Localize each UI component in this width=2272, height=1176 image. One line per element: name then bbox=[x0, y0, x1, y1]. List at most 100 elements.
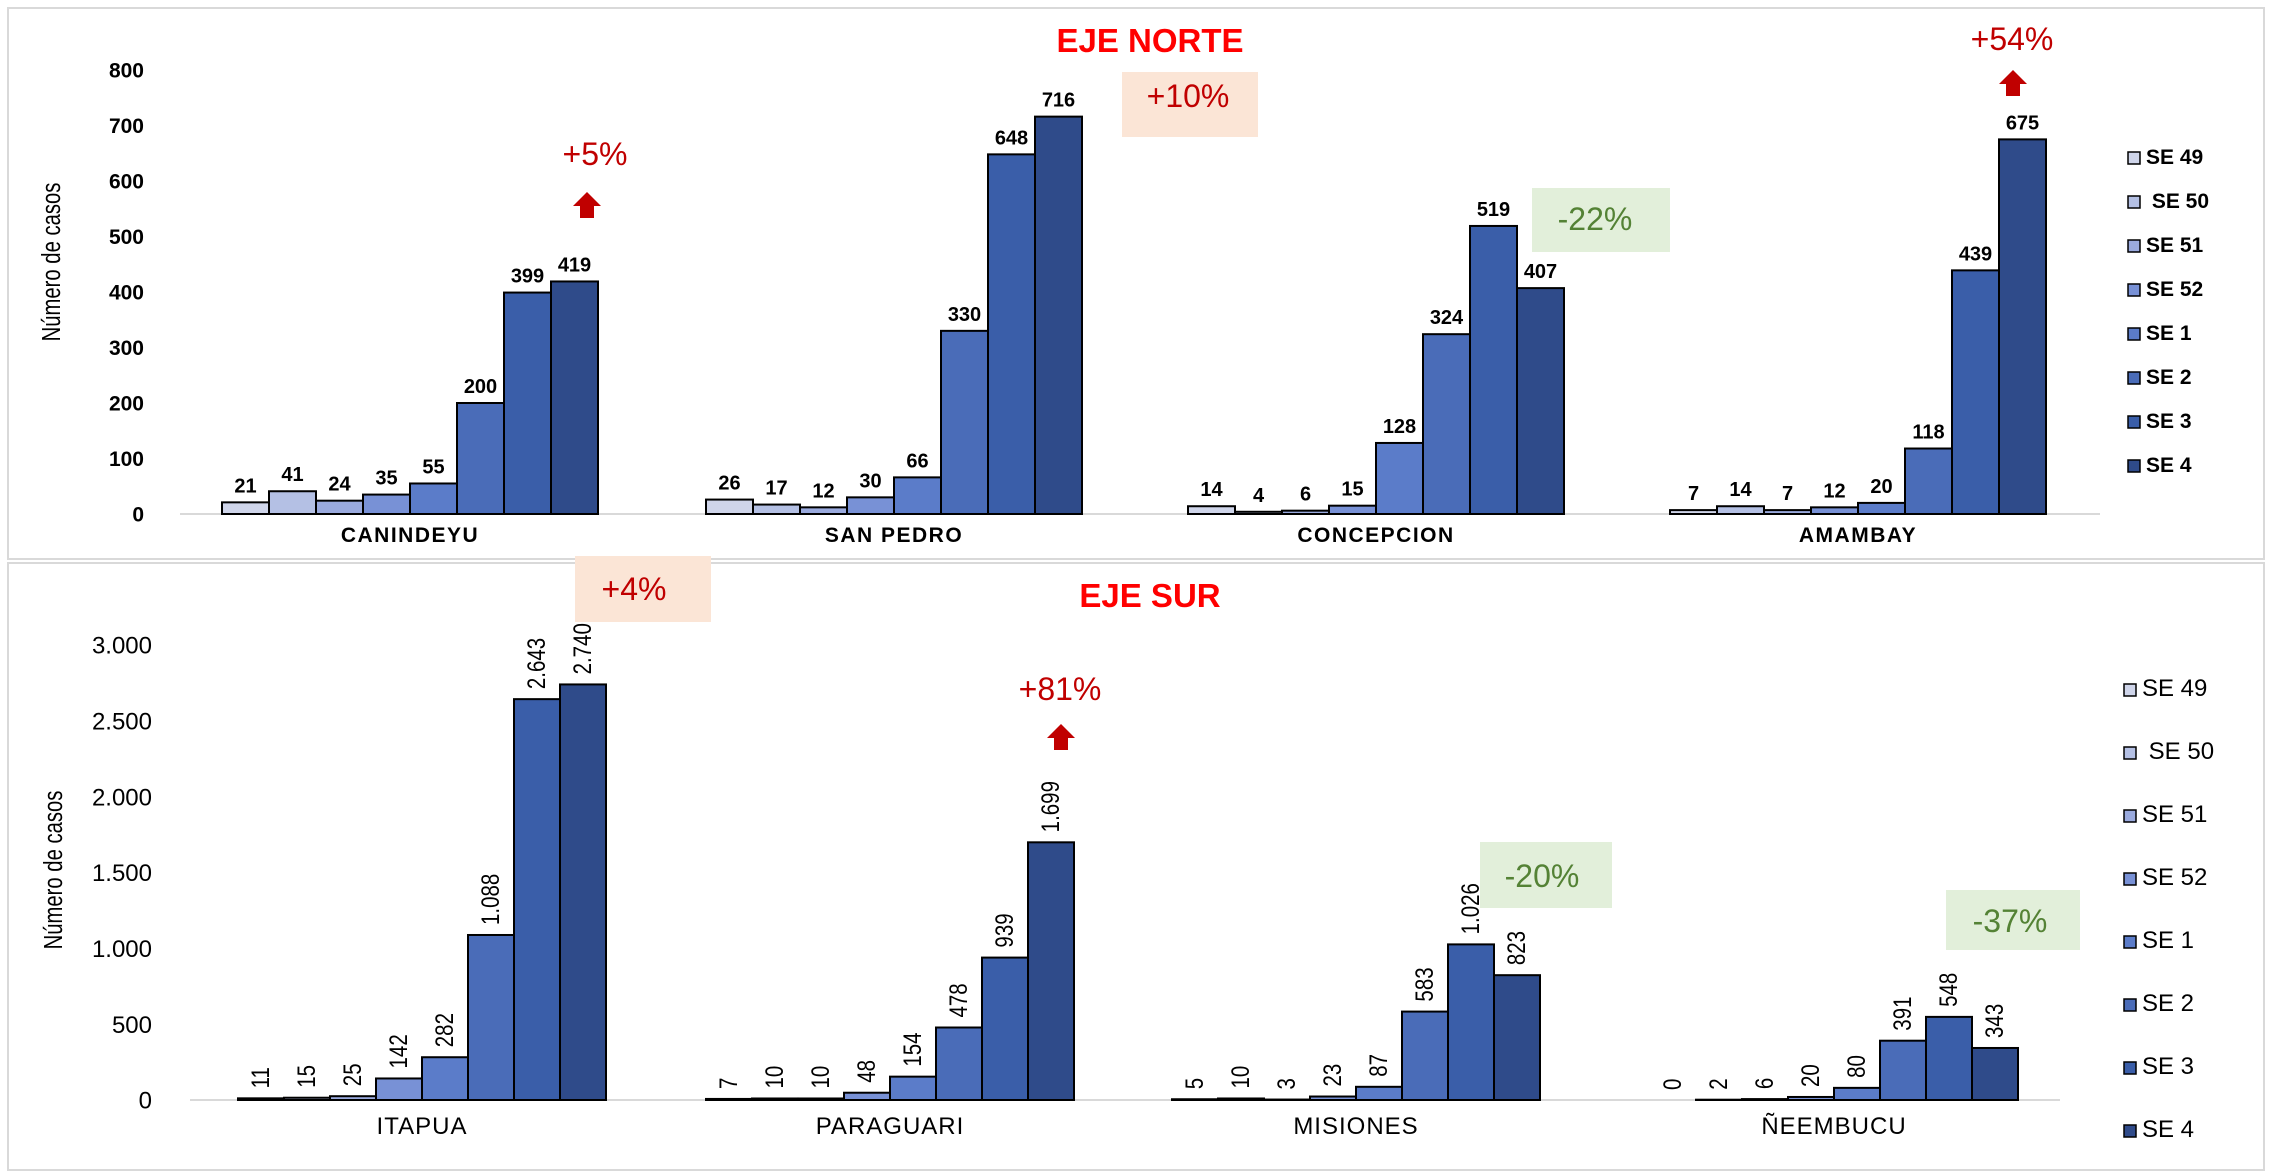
bar bbox=[237, 1097, 285, 1101]
data-label: 478 bbox=[944, 983, 972, 1017]
bar bbox=[1763, 509, 1812, 515]
chart-title: EJE NORTE bbox=[1056, 22, 1243, 59]
y-tick-label: 300 bbox=[109, 337, 144, 360]
legend-swatch bbox=[2127, 151, 2141, 165]
data-label: 282 bbox=[430, 1013, 458, 1047]
annotation-text: +10% bbox=[1147, 78, 1230, 114]
data-label: 10 bbox=[806, 1066, 834, 1089]
data-label: 20 bbox=[1870, 476, 1892, 498]
data-label: 12 bbox=[812, 480, 834, 502]
bar bbox=[1833, 1086, 1881, 1102]
y-tick-label: 500 bbox=[109, 226, 144, 249]
bar bbox=[843, 1091, 891, 1101]
annotation-text: +81% bbox=[1019, 671, 1102, 707]
data-label: 7 bbox=[714, 1078, 742, 1089]
bar bbox=[893, 476, 942, 515]
bar bbox=[1925, 1015, 1973, 1101]
bar bbox=[889, 1075, 937, 1101]
data-label: 939 bbox=[990, 913, 1018, 947]
data-label: 343 bbox=[1980, 1004, 2008, 1038]
legend-swatch bbox=[2127, 327, 2141, 341]
bar bbox=[1447, 943, 1495, 1102]
legend-label: SE 1 bbox=[2142, 927, 2194, 954]
legend-label: SE 50 bbox=[2142, 738, 2214, 765]
data-label: 419 bbox=[558, 254, 591, 276]
data-label: 200 bbox=[464, 376, 497, 398]
data-label: 87 bbox=[1364, 1054, 1392, 1077]
bar bbox=[268, 490, 317, 515]
data-label: 1.088 bbox=[476, 874, 504, 925]
bar bbox=[1971, 1046, 2019, 1102]
data-label: 20 bbox=[1796, 1064, 1824, 1087]
data-label: 12 bbox=[1823, 480, 1845, 502]
bar bbox=[705, 498, 754, 516]
bar bbox=[846, 496, 895, 516]
legend-swatch bbox=[2123, 872, 2137, 886]
annotation-text: +54% bbox=[1971, 21, 2054, 57]
data-label: 648 bbox=[995, 127, 1028, 149]
data-label: 10 bbox=[1226, 1066, 1254, 1089]
annotation-text: -20% bbox=[1505, 858, 1580, 894]
bar bbox=[1493, 974, 1541, 1102]
arrow-up-icon bbox=[573, 192, 601, 218]
legend-swatch bbox=[2123, 998, 2137, 1012]
data-label: 407 bbox=[1524, 261, 1557, 283]
data-label: 6 bbox=[1300, 484, 1311, 506]
arrow-up-icon bbox=[1047, 724, 1075, 750]
bar bbox=[1516, 287, 1565, 515]
legend-label: SE 3 bbox=[2142, 1053, 2194, 1080]
y-axis-title: Número de casos bbox=[37, 183, 66, 342]
data-label: 391 bbox=[1888, 996, 1916, 1030]
legend-label: SE 49 bbox=[2146, 146, 2203, 169]
bar bbox=[1422, 333, 1471, 515]
y-tick-label: 700 bbox=[109, 115, 144, 138]
bar bbox=[1879, 1039, 1927, 1102]
data-label: 330 bbox=[948, 304, 981, 326]
south-chart: EJE SUR Número de casos 0 500 1.000 1.500 2.00… bbox=[39, 556, 2214, 1143]
data-label: 823 bbox=[1502, 931, 1530, 965]
data-label: 128 bbox=[1383, 416, 1416, 438]
y-tick-label: 1.500 bbox=[92, 860, 152, 887]
bar bbox=[409, 482, 458, 516]
data-label: 6 bbox=[1750, 1078, 1778, 1089]
data-label: 2.643 bbox=[522, 638, 550, 689]
bar bbox=[1234, 510, 1283, 515]
data-label: 154 bbox=[898, 1032, 926, 1066]
legend-swatch bbox=[2127, 415, 2141, 429]
data-label: 66 bbox=[906, 450, 928, 472]
bar bbox=[1741, 1098, 1789, 1101]
bar bbox=[1810, 506, 1859, 515]
bar bbox=[550, 280, 599, 515]
bar bbox=[456, 402, 505, 515]
data-label: 7 bbox=[1688, 483, 1699, 505]
data-label: 583 bbox=[1410, 967, 1438, 1001]
y-tick-label: 1.000 bbox=[92, 936, 152, 963]
data-label: 1.026 bbox=[1456, 883, 1484, 934]
annotation-box bbox=[1122, 72, 1258, 137]
data-label: 41 bbox=[281, 464, 303, 486]
data-label: 439 bbox=[1959, 243, 1992, 265]
data-label: 142 bbox=[384, 1034, 412, 1068]
bar bbox=[1328, 504, 1377, 515]
data-label: 17 bbox=[765, 478, 787, 500]
y-tick-label: 600 bbox=[109, 171, 144, 194]
bar bbox=[1375, 441, 1424, 515]
data-label: 4 bbox=[1253, 485, 1265, 507]
annotation-box bbox=[1480, 842, 1612, 908]
category-label: CONCEPCION bbox=[1297, 524, 1454, 547]
chart-title: EJE SUR bbox=[1079, 577, 1220, 614]
legend-swatch bbox=[2123, 1124, 2137, 1138]
y-tick-label: 500 bbox=[112, 1012, 152, 1039]
bar bbox=[503, 291, 552, 515]
data-label: 399 bbox=[511, 266, 544, 288]
bar bbox=[981, 956, 1029, 1102]
annotation-text: +5% bbox=[563, 136, 628, 172]
bar bbox=[940, 329, 989, 515]
legend-swatch bbox=[2127, 239, 2141, 253]
category-label: ÑEEMBUCU bbox=[1761, 1113, 1906, 1140]
y-tick-label: 2.000 bbox=[92, 784, 152, 811]
data-label: 118 bbox=[1912, 422, 1944, 444]
legend-label: SE 3 bbox=[2146, 410, 2192, 433]
data-label: 14 bbox=[1200, 479, 1223, 501]
north-chart: EJE NORTE Número de casos 0 100 200 300 400 500… bbox=[37, 21, 2209, 547]
